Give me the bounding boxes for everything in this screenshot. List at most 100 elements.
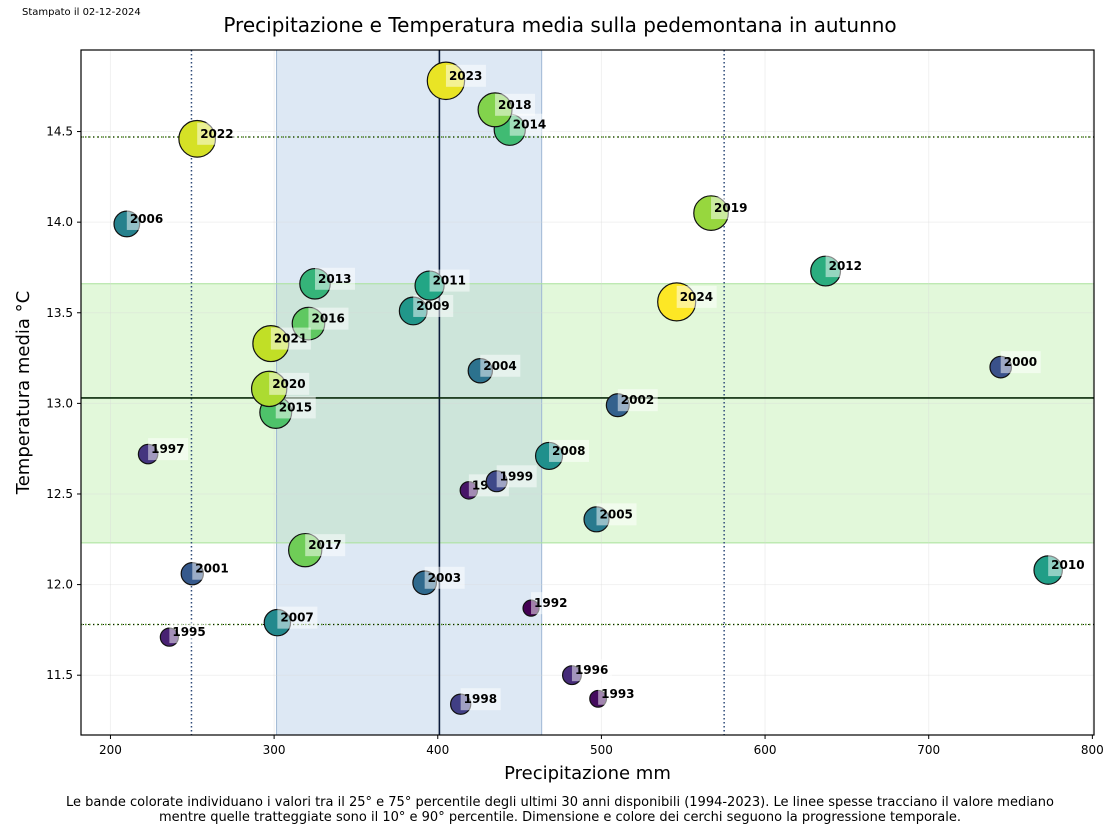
data-point-1992: 1992 xyxy=(522,592,572,617)
point-label-box xyxy=(531,592,572,615)
point-label-box xyxy=(126,207,167,230)
point-label: 2023 xyxy=(449,69,482,83)
data-point-1998: 1998 xyxy=(450,688,501,715)
point-label: 2012 xyxy=(829,259,862,273)
point-label-box xyxy=(1000,351,1041,374)
data-point-2012: 2012 xyxy=(810,255,866,287)
point-label: 2014 xyxy=(513,118,546,132)
reference-lines xyxy=(81,50,1094,735)
data-point-2009: 2009 xyxy=(398,294,454,326)
data-point-1997: 1997 xyxy=(137,438,189,465)
x-axis-label: Precipitazione mm xyxy=(504,763,671,784)
point-label: 2018 xyxy=(498,98,531,112)
data-point-2021: 2021 xyxy=(252,325,311,363)
point-label-box xyxy=(825,255,866,278)
point-label-box xyxy=(424,566,465,589)
data-point-2006: 2006 xyxy=(113,207,167,238)
point-label: 2015 xyxy=(279,400,312,414)
point-label: 2004 xyxy=(483,359,516,373)
point-label: 2020 xyxy=(272,377,305,391)
point-label: 2002 xyxy=(621,393,654,407)
y-tick-label: 13.5 xyxy=(46,306,73,320)
point-label: 1996 xyxy=(575,663,608,677)
x-tick-label: 500 xyxy=(590,743,613,757)
data-point-2020: 2020 xyxy=(250,370,310,408)
point-label-box xyxy=(413,294,454,317)
chart-caption: Le bande colorate individuano i valori t… xyxy=(0,795,1120,825)
point-label-box xyxy=(598,682,639,705)
point-label-box xyxy=(305,534,346,557)
plot-frame xyxy=(80,49,1095,736)
data-point-2011: 2011 xyxy=(414,269,470,301)
data-point-1999: 1999 xyxy=(485,465,537,493)
point-label: 2024 xyxy=(680,290,713,304)
point-label: 2001 xyxy=(195,562,228,576)
percentile-bands xyxy=(81,50,1094,735)
x-tick-label: 800 xyxy=(1081,743,1104,757)
point-label-box xyxy=(549,439,590,462)
y-axis-ticks: 11.5 12.0 12.5 13.0 13.5 14.0 14.5 xyxy=(46,125,81,682)
point-label: 2009 xyxy=(416,299,449,313)
data-point-2019: 2019 xyxy=(693,195,752,231)
x-tick-label: 400 xyxy=(426,743,449,757)
point-label-box xyxy=(270,327,311,350)
data-point-2002: 2002 xyxy=(605,389,658,418)
point-label-box xyxy=(192,557,233,580)
point-label: 2007 xyxy=(280,611,313,625)
data-point-2007: 2007 xyxy=(263,606,318,637)
data-point-2018: 2018 xyxy=(477,92,536,128)
grid-lines xyxy=(81,50,1094,735)
y-axis-label: Temperatura media °C xyxy=(13,291,34,495)
x-tick-label: 200 xyxy=(99,743,122,757)
data-point-2024: 2024 xyxy=(657,282,717,322)
point-label-box xyxy=(275,396,316,419)
point-label-box xyxy=(571,659,612,682)
data-point-1996: 1996 xyxy=(561,659,612,686)
point-label-box xyxy=(1048,554,1089,577)
point-label: 1992 xyxy=(534,596,567,610)
data-point-2008: 2008 xyxy=(534,439,590,471)
data-point-2004: 2004 xyxy=(467,354,521,384)
data-points: 1992199319941995199619971998199920002001… xyxy=(113,61,1089,715)
data-point-2003: 2003 xyxy=(412,566,465,596)
point-label-box xyxy=(460,688,501,711)
point-label: 2003 xyxy=(428,571,461,585)
point-label: 2000 xyxy=(1004,355,1037,369)
y-tick-label: 11.5 xyxy=(46,668,73,682)
data-point-2001: 2001 xyxy=(180,557,233,586)
point-label: 2011 xyxy=(433,274,466,288)
point-label-box xyxy=(277,606,318,629)
caption-line-1: Le bande colorate individuano i valori t… xyxy=(66,795,1054,810)
point-label-box xyxy=(445,64,486,87)
y-interquartile-band xyxy=(81,283,1094,543)
point-label: 2013 xyxy=(318,272,351,286)
point-label-box xyxy=(269,372,310,395)
point-label-box xyxy=(169,621,210,644)
point-label: 1998 xyxy=(464,692,497,706)
point-label: 2017 xyxy=(308,538,341,552)
point-label-box xyxy=(315,267,356,290)
point-label-box xyxy=(617,389,658,412)
data-point-2013: 2013 xyxy=(299,267,356,300)
point-label: 2016 xyxy=(311,312,344,326)
point-label: 2005 xyxy=(600,507,633,521)
point-label: 1999 xyxy=(500,469,533,483)
data-point-2017: 2017 xyxy=(288,532,346,568)
point-label-box xyxy=(496,465,537,488)
x-tick-label: 600 xyxy=(754,743,777,757)
data-point-2000: 2000 xyxy=(989,351,1041,379)
chart-title: Precipitazione e Temperatura media sulla… xyxy=(223,13,897,37)
point-label-box xyxy=(480,354,521,377)
point-label-box xyxy=(711,197,752,220)
point-label-box xyxy=(308,307,349,330)
point-label-box xyxy=(676,285,717,308)
point-label: 2021 xyxy=(274,332,307,346)
y-tick-label: 13.0 xyxy=(46,396,73,410)
point-label: 1997 xyxy=(151,442,184,456)
point-label-box xyxy=(509,113,550,136)
point-label: 1995 xyxy=(172,625,205,639)
point-label: 2022 xyxy=(200,127,233,141)
point-label: 1993 xyxy=(601,687,634,701)
data-point-2005: 2005 xyxy=(583,503,637,533)
